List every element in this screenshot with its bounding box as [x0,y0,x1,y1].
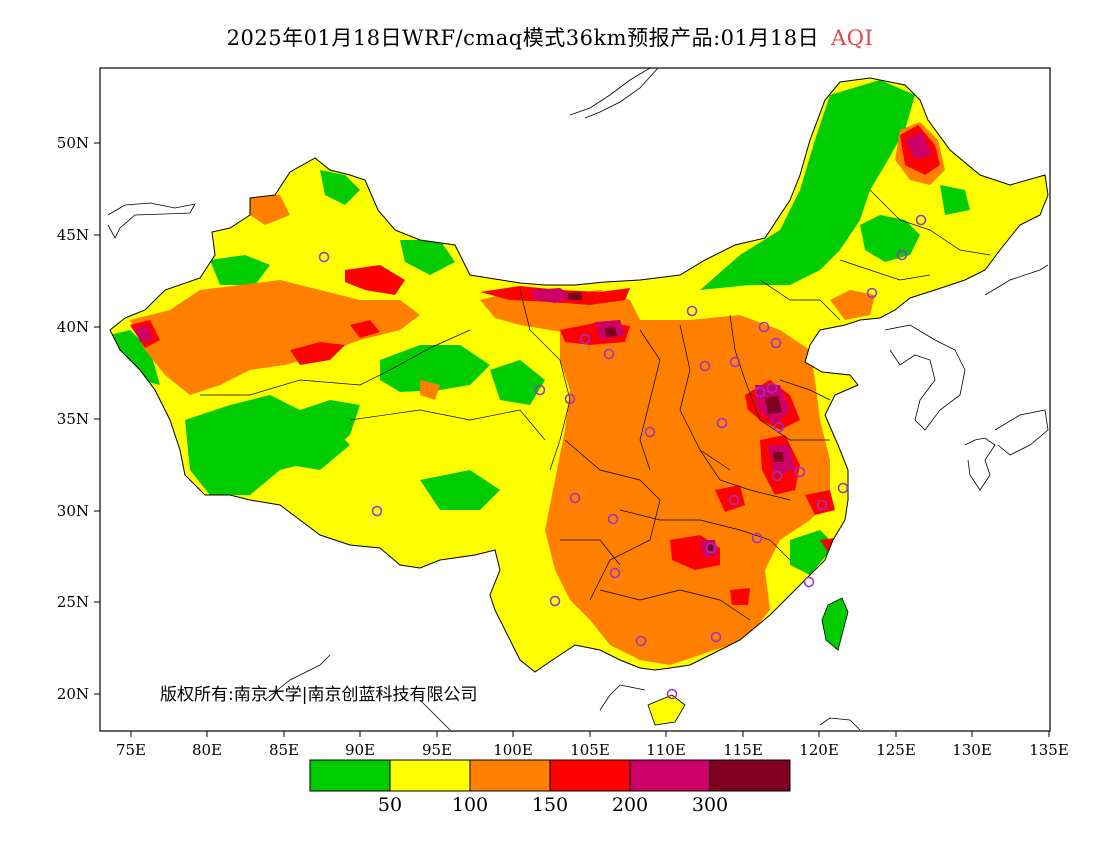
legend-swatch [549,759,631,792]
legend-swatch [709,759,791,792]
lat-tick: 25N [57,593,89,611]
axis-ticks [94,142,1050,737]
lon-tick: 75E [116,741,146,759]
variable-label: AQI [831,26,874,50]
copyright-text: 版权所有:南京大学|南京创蓝科技有限公司 [160,685,478,705]
lon-tick: 120E [799,741,839,759]
lon-tick: 130E [952,741,992,759]
lon-tick: 125E [876,741,916,759]
lon-tick: 90E [345,741,375,759]
lat-tick: 30N [57,502,89,520]
title-text: 2025年01月18日WRF/cmaq模式36km预报产品:01月18日 [226,26,820,50]
legend-swatch [469,759,551,792]
lon-tick-labels: 75E 80E 85E 90E 95E 100E 105E 110E 115E … [116,741,1069,759]
lat-tick: 45N [57,226,89,244]
lat-tick: 50N [57,134,89,152]
legend-swatch [309,759,391,792]
china-border [109,77,1049,673]
province-boundaries [200,189,991,621]
legend-swatch [629,759,711,792]
lat-tick-labels: 20N 25N 30N 35N 40N 45N 50N [57,134,89,703]
lat-tick: 40N [57,318,89,336]
lon-tick: 105E [570,741,610,759]
legend-label: 100 [451,794,489,816]
lat-tick: 20N [57,685,89,703]
lon-tick: 85E [269,741,299,759]
map-title: 2025年01月18日WRF/cmaq模式36km预报产品:01月18日 AQI [0,22,1100,52]
lon-tick: 95E [422,741,452,759]
neighbor-coastlines [107,68,1049,731]
lat-tick: 35N [57,410,89,428]
legend-label: 300 [691,794,729,816]
city-markers [318,214,927,700]
legend-label: 50 [377,794,403,816]
taiwan-island [821,597,849,651]
legend-label: 150 [531,794,569,816]
legend-swatch [389,759,471,792]
legend-label: 200 [611,794,649,816]
lon-tick: 80E [192,741,222,759]
lon-tick: 110E [646,741,686,759]
lon-tick: 115E [723,741,763,759]
color-bar [309,759,791,792]
lon-tick: 100E [493,741,533,759]
lon-tick: 135E [1029,741,1069,759]
